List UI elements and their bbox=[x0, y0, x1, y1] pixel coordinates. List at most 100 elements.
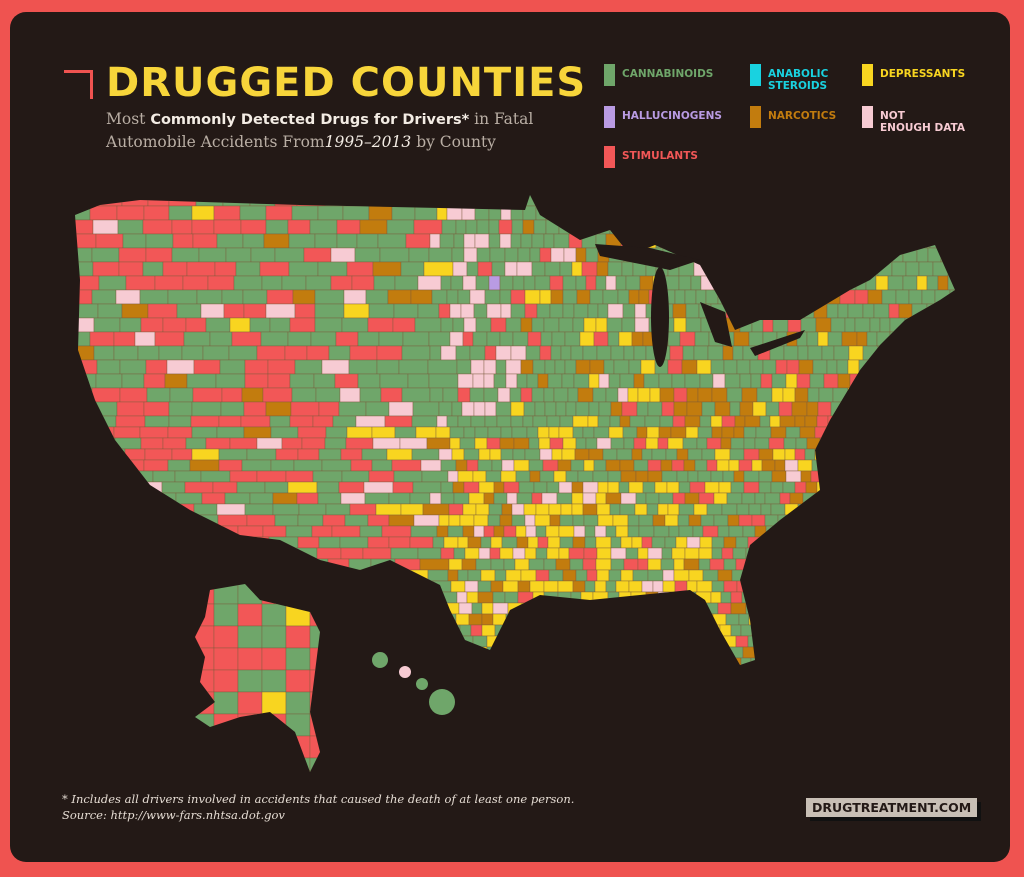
county bbox=[96, 602, 120, 615]
county bbox=[656, 657, 672, 665]
county bbox=[265, 303, 296, 319]
county bbox=[609, 205, 621, 221]
county bbox=[958, 206, 972, 220]
county bbox=[847, 303, 864, 319]
county bbox=[115, 415, 146, 428]
county bbox=[620, 492, 637, 505]
county bbox=[778, 233, 795, 249]
county bbox=[620, 233, 634, 249]
county bbox=[758, 558, 770, 571]
county bbox=[92, 219, 119, 235]
county bbox=[213, 691, 239, 715]
county bbox=[555, 558, 571, 571]
county bbox=[118, 247, 147, 263]
county bbox=[717, 289, 733, 305]
county bbox=[628, 580, 643, 593]
county bbox=[667, 503, 680, 516]
county bbox=[944, 569, 955, 582]
county bbox=[75, 387, 93, 403]
county bbox=[265, 205, 293, 221]
county bbox=[113, 426, 141, 439]
county bbox=[494, 624, 511, 637]
county bbox=[606, 195, 620, 207]
county bbox=[89, 426, 115, 439]
county bbox=[633, 459, 649, 472]
county bbox=[571, 492, 584, 505]
county bbox=[851, 195, 868, 207]
county bbox=[621, 261, 634, 277]
county bbox=[684, 547, 700, 560]
county bbox=[873, 303, 890, 319]
county bbox=[627, 514, 640, 527]
county bbox=[117, 219, 144, 235]
county bbox=[572, 426, 584, 439]
county bbox=[774, 303, 787, 319]
county bbox=[142, 580, 164, 593]
county bbox=[505, 569, 522, 582]
county bbox=[812, 602, 828, 615]
county bbox=[919, 492, 934, 505]
county bbox=[581, 261, 598, 277]
county bbox=[684, 492, 700, 505]
county bbox=[721, 426, 735, 439]
county bbox=[883, 415, 898, 428]
legend-label: DEPRESSANTS bbox=[880, 68, 966, 80]
county bbox=[869, 492, 882, 505]
county bbox=[783, 536, 798, 549]
county bbox=[926, 373, 939, 389]
county bbox=[680, 657, 695, 665]
county bbox=[690, 195, 706, 207]
county bbox=[461, 195, 473, 207]
county bbox=[869, 317, 881, 333]
county bbox=[555, 401, 567, 417]
county bbox=[168, 195, 197, 207]
county bbox=[96, 580, 118, 593]
county bbox=[532, 415, 548, 428]
county bbox=[678, 481, 691, 494]
county bbox=[678, 275, 692, 291]
county bbox=[657, 437, 669, 450]
county bbox=[901, 426, 913, 439]
county bbox=[751, 624, 768, 637]
county bbox=[641, 646, 657, 659]
county bbox=[740, 624, 753, 637]
county bbox=[877, 195, 893, 207]
county bbox=[543, 317, 560, 333]
county bbox=[823, 247, 839, 263]
county bbox=[117, 613, 148, 626]
county bbox=[837, 602, 849, 615]
county bbox=[793, 233, 807, 249]
county bbox=[505, 613, 521, 626]
county bbox=[317, 261, 348, 277]
county bbox=[838, 219, 855, 235]
county bbox=[958, 636, 972, 647]
county bbox=[259, 261, 290, 277]
county bbox=[421, 580, 452, 593]
county bbox=[806, 401, 819, 417]
county bbox=[244, 373, 269, 389]
county bbox=[195, 514, 219, 527]
county bbox=[285, 470, 314, 483]
county bbox=[937, 558, 949, 571]
county bbox=[503, 558, 516, 571]
county bbox=[887, 580, 899, 593]
county bbox=[392, 317, 416, 333]
county bbox=[592, 591, 609, 604]
county bbox=[841, 331, 858, 347]
county bbox=[936, 303, 953, 319]
county bbox=[605, 275, 617, 291]
county bbox=[499, 331, 514, 347]
county bbox=[943, 492, 955, 505]
county bbox=[162, 317, 187, 333]
county bbox=[833, 345, 850, 361]
county bbox=[858, 359, 871, 375]
county bbox=[661, 401, 675, 417]
county bbox=[551, 448, 563, 461]
county bbox=[770, 261, 787, 277]
county bbox=[945, 359, 955, 375]
county bbox=[843, 657, 860, 665]
county bbox=[266, 289, 294, 305]
county bbox=[243, 303, 267, 319]
county bbox=[785, 373, 798, 389]
county bbox=[647, 558, 662, 571]
